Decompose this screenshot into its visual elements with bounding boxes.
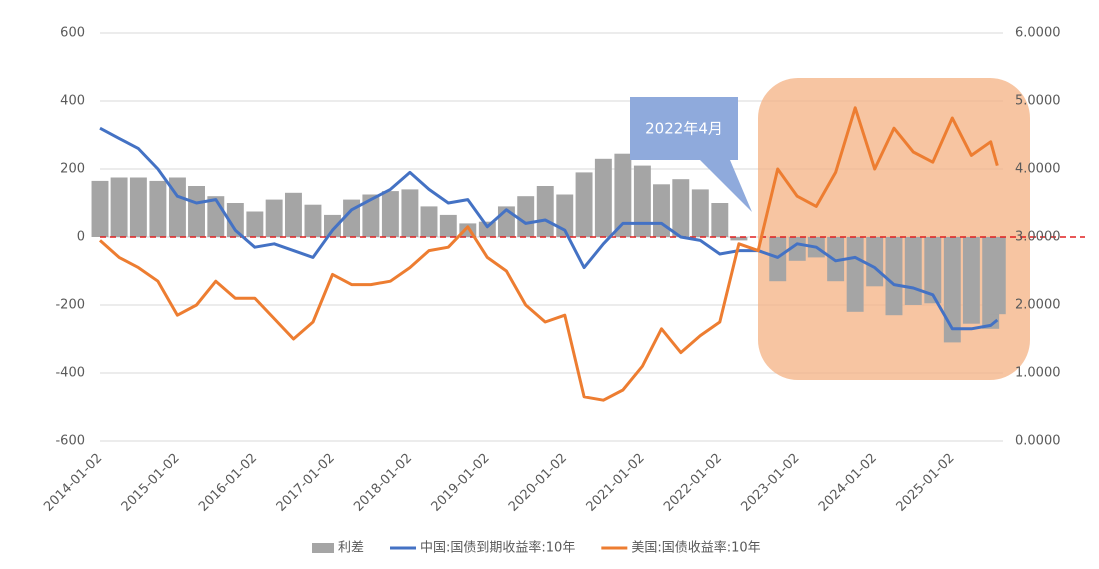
annotation: 2022年4月 [645, 120, 723, 138]
y2-tick-label: 6.0000 [1015, 26, 1061, 41]
legend-swatch [312, 543, 334, 553]
bar [924, 237, 942, 304]
x-tick-label: 2015-01-02 [119, 451, 183, 515]
bar [633, 165, 651, 237]
bar [324, 214, 341, 237]
legend-label: 美国:国债收益率:10年 [631, 540, 760, 556]
bar [284, 192, 302, 237]
x-tick-label: 2020-01-02 [506, 451, 570, 515]
bar [478, 221, 496, 237]
bar [420, 206, 438, 237]
bar [362, 194, 380, 237]
bar [381, 191, 399, 237]
bar [866, 237, 884, 287]
legend-label: 中国:国债到期收益率:10年 [420, 540, 575, 556]
bar [788, 237, 806, 261]
callout-box [630, 97, 738, 160]
x-tick-label: 2025-01-02 [894, 451, 958, 515]
callout-pointer [700, 160, 752, 212]
y2-tick-label: 2.0000 [1015, 298, 1061, 313]
y2-tick-label: 0.0000 [1015, 434, 1061, 449]
bar [885, 237, 903, 316]
bar [149, 180, 167, 237]
y-tick-label: 400 [60, 94, 85, 109]
bar [536, 186, 554, 237]
x-tick-label: 2019-01-02 [429, 451, 493, 515]
x-tick-label: 2024-01-02 [816, 451, 880, 515]
bar [129, 177, 147, 237]
y-tick-label: -200 [55, 298, 85, 313]
bar [91, 180, 109, 237]
bar [691, 189, 709, 237]
x-tick-label: 2014-01-02 [41, 451, 105, 515]
x-tick-label: 2017-01-02 [274, 451, 338, 515]
bar [439, 214, 457, 237]
y-tick-label: 200 [60, 162, 85, 177]
x-tick-label: 2016-01-02 [196, 451, 260, 515]
bar [904, 237, 922, 305]
bar [265, 199, 283, 237]
x-tick-label: 2023-01-02 [739, 451, 803, 515]
y2-tick-label: 4.0000 [1015, 162, 1061, 177]
y-tick-label: 0 [77, 230, 85, 245]
y2-tick-label: 1.0000 [1015, 366, 1061, 381]
bar [730, 237, 748, 241]
bar [672, 179, 690, 237]
bar [188, 186, 205, 237]
y-tick-label: -600 [55, 434, 85, 449]
highlight-region [758, 78, 1030, 380]
y2-tick-label: 5.0000 [1015, 94, 1061, 109]
bar [962, 237, 980, 324]
bar [614, 153, 632, 237]
bar [988, 237, 1006, 315]
bar [711, 203, 729, 237]
bar [226, 203, 244, 237]
x-tick-label: 2018-01-02 [351, 451, 415, 515]
bar [846, 237, 864, 312]
bar [304, 204, 322, 237]
mark-layer [91, 106, 1085, 402]
line [99, 126, 999, 331]
y-tick-label: 600 [60, 26, 85, 41]
bar [575, 172, 593, 237]
bar [246, 211, 264, 237]
bar [769, 237, 787, 282]
legend-label: 利差 [338, 541, 364, 556]
x-tick-label: 2022-01-02 [661, 451, 725, 515]
x-tick-label: 2021-01-02 [584, 451, 648, 515]
bar [401, 189, 419, 237]
bar [594, 158, 612, 237]
bar [943, 237, 961, 343]
bar [110, 177, 128, 237]
y-tick-label: -400 [55, 366, 85, 381]
line [99, 106, 999, 402]
y2-tick-label: 3.0000 [1015, 230, 1061, 245]
bar [517, 196, 535, 237]
